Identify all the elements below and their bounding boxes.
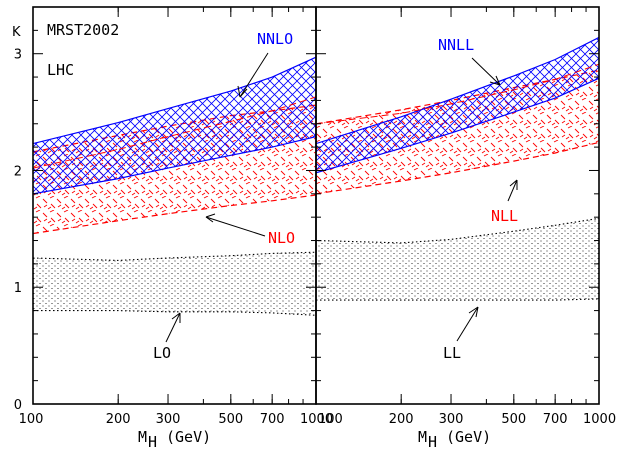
y-tick-label: 3 [14, 48, 22, 63]
nnll-central-line [316, 63, 599, 125]
lo-label: LO [153, 344, 171, 362]
nnll-lower-edge [316, 77, 599, 174]
nnll-upper-edge [316, 36, 599, 145]
nll-lower-edge [316, 141, 599, 195]
nnlo-lower-edge [33, 136, 316, 195]
nnlo-arrowhead [237, 85, 248, 98]
nnll-band [316, 37, 599, 173]
right-panel [316, 36, 599, 301]
nnll-arrowhead [489, 75, 501, 86]
nnlo-label: NNLO [257, 30, 293, 48]
annotation-arrows [165, 52, 518, 343]
x-tick-label: 200 [106, 412, 131, 427]
lo-band [33, 252, 316, 316]
nlo-lower-edge [33, 194, 316, 235]
y-tick-label: 2 [14, 164, 22, 179]
right-xlabel-unit: (GeV) [446, 428, 491, 446]
x-tick-label: 300 [439, 412, 464, 427]
y-tick-label: 0 [14, 398, 22, 413]
ll-arrowhead [468, 306, 479, 318]
x-tick-label: 1000 [583, 412, 616, 427]
left-x-axis-label: M H (GeV) [138, 428, 211, 451]
ll-band [316, 218, 599, 301]
y-axis-label: K [12, 25, 21, 40]
nnlo-central-line [33, 96, 316, 169]
left-xlabel-main: M [138, 428, 147, 446]
nnll-label: NNLL [438, 36, 474, 54]
x-tick-label: 500 [218, 412, 243, 427]
nnll-arrow [471, 57, 501, 86]
lo-arrowhead [171, 312, 181, 323]
x-tick-label: 300 [156, 412, 181, 427]
x-tick-label: 100 [318, 412, 343, 427]
x-tick-label: 500 [501, 412, 526, 427]
left-xlabel-sub: H [148, 433, 157, 451]
pdf-set-label: MRST2002 [47, 21, 119, 39]
right-xlabel-sub: H [428, 433, 437, 451]
nnlo-upper-edge [33, 56, 316, 145]
ll-arrow [456, 306, 479, 342]
ll-label: LL [443, 344, 461, 362]
lo-arrow [165, 312, 181, 343]
x-tick-label: 100 [19, 412, 44, 427]
x-tick-label: 1000 [300, 412, 333, 427]
x-tick-label: 200 [389, 412, 414, 427]
nlo-arrowhead [205, 213, 216, 223]
left-panel [33, 56, 316, 316]
nll-arrowhead [509, 179, 518, 190]
nlo-label: NLO [268, 229, 295, 247]
nll-label: NLL [491, 207, 518, 225]
right-xlabel-main: M [418, 428, 427, 446]
right-x-axis-label: M H (GeV) [418, 428, 491, 451]
nll-arrow [507, 179, 518, 202]
collider-label: LHC [47, 61, 74, 79]
x-tick-label: 700 [260, 412, 285, 427]
right-plot-frame [315, 6, 600, 405]
left-xlabel-unit: (GeV) [166, 428, 211, 446]
x-tick-label: 700 [543, 412, 568, 427]
nlo-arrow [205, 216, 266, 237]
y-tick-label: 1 [14, 281, 22, 296]
nnlo-arrow [239, 52, 269, 98]
